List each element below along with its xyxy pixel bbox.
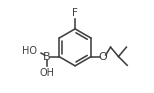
Text: OH: OH	[39, 68, 54, 78]
Text: HO: HO	[22, 46, 37, 56]
Text: F: F	[72, 8, 78, 18]
Text: O: O	[98, 52, 107, 62]
Text: B: B	[43, 52, 51, 62]
